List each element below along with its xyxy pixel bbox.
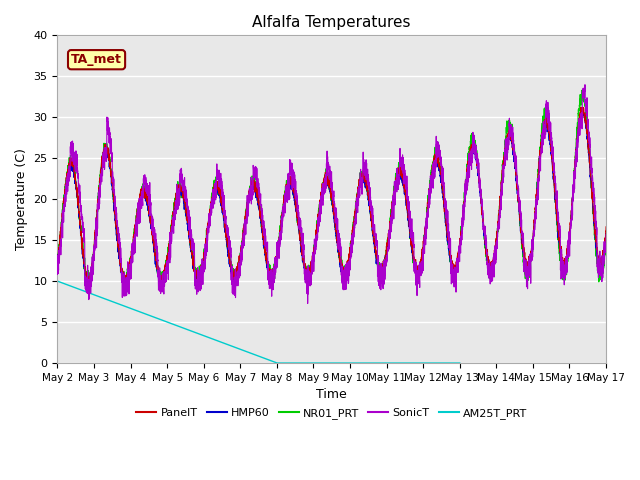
Y-axis label: Temperature (C): Temperature (C) xyxy=(15,148,28,250)
Legend: PanelT, HMP60, NR01_PRT, SonicT, AM25T_PRT: PanelT, HMP60, NR01_PRT, SonicT, AM25T_P… xyxy=(132,403,532,423)
Text: TA_met: TA_met xyxy=(71,53,122,66)
Title: Alfalfa Temperatures: Alfalfa Temperatures xyxy=(253,15,411,30)
X-axis label: Time: Time xyxy=(316,388,347,401)
